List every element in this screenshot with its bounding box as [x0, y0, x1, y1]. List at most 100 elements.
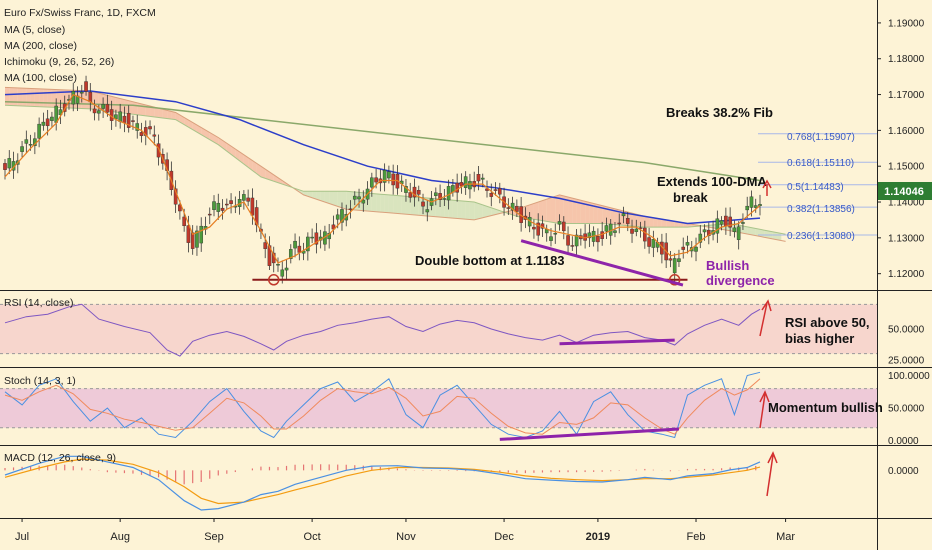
candle-body — [288, 249, 293, 259]
candle-body — [651, 239, 656, 248]
rsi-band — [0, 304, 877, 354]
candle-body — [587, 232, 592, 239]
candle-body — [566, 235, 570, 246]
ichimoku-cloud-segment — [380, 194, 385, 213]
ichimoku-cloud-segment — [167, 110, 172, 120]
ichimoku-cloud-segment — [384, 194, 389, 213]
ichimoku-cloud-segment — [248, 157, 253, 171]
stoch-axis-label: 100.0000 — [888, 371, 930, 382]
candle-body — [225, 203, 229, 206]
arrow-up-icon — [759, 302, 768, 337]
candle-body — [45, 118, 50, 127]
fib-label-05: 0.5(1.14483) — [787, 182, 844, 193]
candle-body — [105, 104, 110, 113]
candle-body — [442, 198, 447, 200]
ichimoku-cloud-segment — [137, 102, 142, 116]
candle-body — [20, 146, 24, 152]
ichimoku-cloud-segment — [589, 202, 594, 224]
candle-body — [668, 258, 673, 261]
ichimoku-cloud-segment — [644, 216, 650, 228]
ichimoku-cloud-segment — [448, 199, 453, 219]
ichimoku-cloud-segment — [576, 199, 581, 224]
stoch-d-line — [4, 378, 761, 435]
ichimoku-cloud-segment — [350, 191, 355, 210]
candle-body — [613, 230, 617, 233]
ichimoku-cloud-segment — [482, 204, 488, 218]
candle-body — [314, 232, 319, 245]
double-bottom-marker-2 — [668, 274, 681, 286]
price-axis-label: 1.13000 — [888, 233, 925, 244]
candle-body — [719, 220, 724, 225]
candle-body — [741, 222, 745, 224]
ichimoku-cloud-segment — [674, 221, 679, 228]
ichimoku-cloud-segment — [418, 197, 424, 216]
candle-body — [3, 163, 7, 170]
arrow-head-icon — [759, 390, 770, 403]
ichimoku-cloud-segment — [435, 198, 441, 218]
arrow-up-icon — [766, 454, 774, 497]
time-axis-label: Mar — [776, 531, 795, 543]
candle-body — [677, 258, 681, 262]
candle-body — [139, 132, 144, 136]
candle-body — [254, 207, 259, 226]
candle-body — [634, 228, 639, 232]
candle-body — [604, 225, 609, 232]
candle-body — [250, 197, 255, 216]
time-axis-label: Jul — [15, 531, 29, 543]
price-axis-label: 1.17000 — [888, 90, 925, 101]
ichimoku-cloud-segment — [17, 87, 23, 107]
candle-body — [515, 205, 519, 212]
time-axis-label: 2019 — [586, 531, 610, 543]
candle-body — [216, 202, 221, 212]
price-axis-label: 1.14000 — [888, 198, 925, 209]
candle-body — [71, 91, 76, 105]
candle-body — [702, 229, 707, 233]
candle-body — [50, 116, 54, 121]
candle-body — [489, 193, 494, 197]
ichimoku-cloud-segment — [555, 194, 560, 224]
candle-body — [148, 126, 152, 130]
candle-body — [109, 109, 114, 121]
ichimoku-cloud-segment — [640, 215, 645, 228]
ichimoku-cloud-segment — [452, 200, 458, 219]
candle-body — [310, 236, 314, 239]
candle-body — [630, 228, 634, 234]
candle-body — [186, 225, 191, 243]
candle-body — [557, 221, 562, 225]
candle-body — [97, 110, 101, 114]
ichimoku-cloud-segment — [666, 219, 671, 228]
ichimoku-cloud-segment — [162, 109, 168, 119]
ichimoku-cloud-segment — [461, 200, 466, 220]
ichimoku-cloud-segment — [610, 207, 615, 225]
candle-body — [425, 209, 430, 213]
ichimoku-cloud-segment — [533, 202, 539, 220]
ichimoku-cloud-segment — [337, 191, 342, 208]
ichimoku-cloud-segment — [324, 191, 330, 204]
ichimoku-cloud-segment — [559, 194, 564, 224]
ichimoku-cloud-segment — [316, 191, 321, 201]
candle-body — [212, 201, 216, 210]
candle-body — [698, 233, 703, 243]
candle-body — [382, 170, 387, 183]
ichimoku-cloud-segment — [440, 199, 445, 218]
candle-body — [54, 105, 58, 123]
ichimoku-cloud-segment — [273, 174, 278, 183]
candle-body — [745, 205, 750, 211]
fib-label-0236: 0.236(1.13080) — [787, 231, 855, 242]
candle-body — [758, 204, 762, 206]
ichimoku-cloud-segment — [538, 200, 543, 221]
candle-body — [621, 213, 626, 217]
stoch-axis-label: 0.0000 — [888, 436, 919, 447]
ichimoku-cloud-segment — [252, 160, 257, 174]
candle-body — [617, 222, 622, 225]
ichimoku-cloud-segment — [30, 88, 35, 107]
candle-body — [28, 144, 33, 146]
candle-body — [118, 111, 122, 122]
annotation-double-bottom: Double bottom at 1.1183 — [415, 253, 565, 268]
candle-body — [553, 232, 558, 235]
ichimoku-cloud-segment — [414, 197, 419, 216]
ichimoku-cloud-segment — [550, 196, 556, 223]
ichimoku-cloud-segment — [329, 191, 334, 205]
candle-body — [753, 205, 758, 208]
candle-body — [101, 104, 105, 109]
